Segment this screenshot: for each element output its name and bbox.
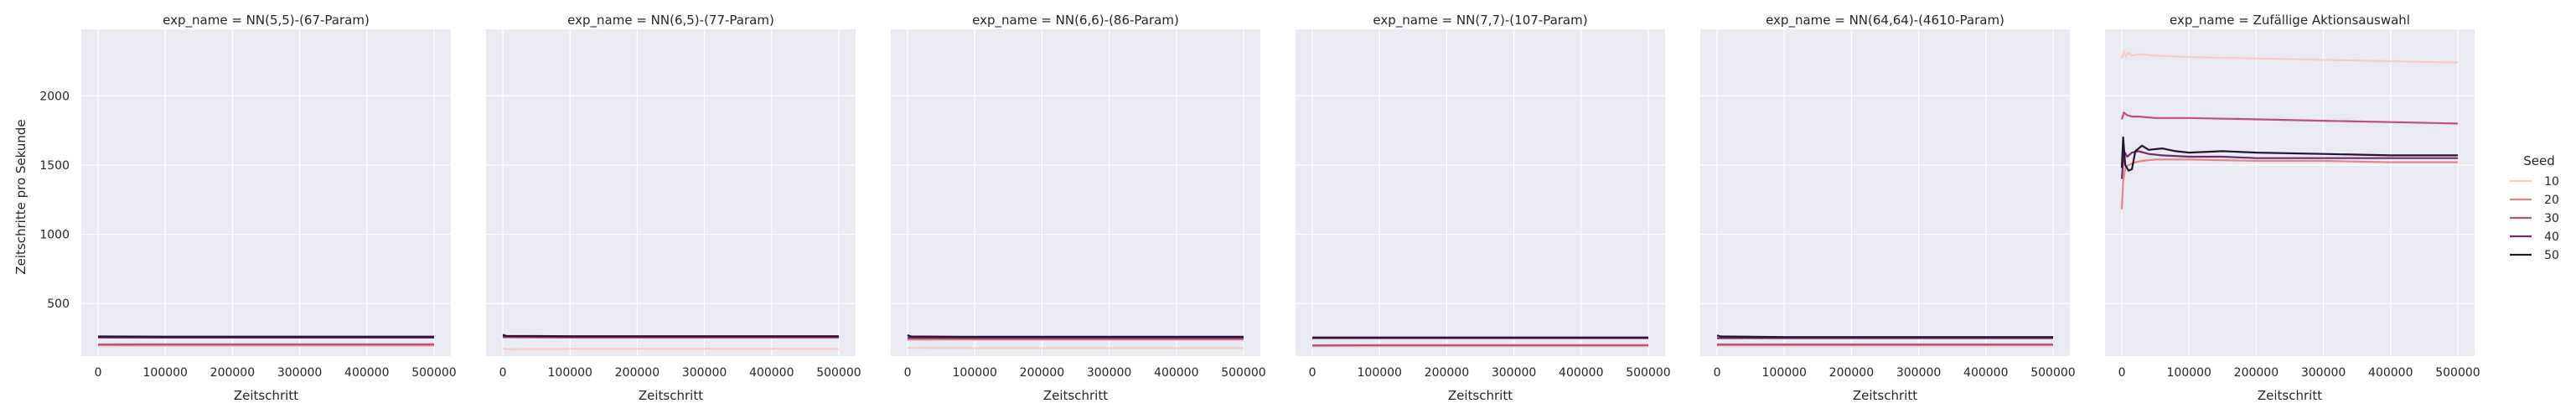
y-tick-label: 1000 [39, 229, 70, 242]
x-tick-label: 400000 [344, 366, 389, 380]
legend-label-seed-20: 20 [2544, 194, 2559, 207]
series-line-seed-50 [502, 334, 839, 338]
x-tick-label: 0 [904, 366, 912, 380]
series-line-seed-50 [1716, 334, 2053, 339]
panel-title: exp_name = NN(7,7)-(107-Param) [1373, 13, 1587, 28]
series-line-seed-10 [2120, 49, 2459, 64]
x-tick-label: 500000 [2030, 366, 2075, 380]
facet-panel: 0 100000 200000 300000 400000 500000 exp_name … [891, 13, 1266, 403]
x-tick-label: 100000 [548, 366, 592, 380]
legend: Seed 10 20 30 40 50 [2510, 153, 2559, 262]
x-tick-label: 400000 [1154, 366, 1198, 380]
y-tick-label: 1500 [39, 159, 70, 173]
x-tick-label: 0 [1714, 366, 1721, 380]
x-tick-label: 400000 [2368, 366, 2413, 380]
x-tick-label: 300000 [1087, 366, 1131, 380]
x-axis-label: Zeitschritt [234, 388, 298, 403]
facet-panels: 0 100000 200000 300000 400000 500000500100015… [39, 13, 2480, 403]
series-line-seed-30 [2120, 111, 2459, 125]
x-tick-label: 200000 [2234, 366, 2279, 380]
x-tick-label: 0 [95, 366, 102, 380]
panel-title: exp_name = NN(64,64)-(4610-Param) [1766, 13, 2004, 28]
legend-label-seed-40: 40 [2544, 230, 2559, 244]
series-line-seed-50 [907, 334, 1244, 338]
x-axis-label: Zeitschritt [1853, 388, 1917, 403]
facet-panel: 0 100000 200000 300000 400000 500000 exp_name … [1700, 13, 2076, 403]
panel-title: exp_name = Zufällige Aktionsauswahl [2170, 13, 2410, 28]
y-axis-label: Zeitschritte pro Sekunde [13, 119, 28, 274]
x-tick-label: 100000 [1762, 366, 1807, 380]
facet-panel: 0 100000 200000 300000 400000 500000 exp_name … [2105, 13, 2480, 403]
x-tick-label: 300000 [682, 366, 727, 380]
x-tick-label: 100000 [143, 366, 188, 380]
x-axis-label: Zeitschritt [1043, 388, 1108, 403]
x-axis-label: Zeitschritt [1448, 388, 1513, 403]
x-tick-label: 300000 [1896, 366, 1941, 380]
x-tick-label: 200000 [1020, 366, 1064, 380]
x-tick-label: 100000 [953, 366, 997, 380]
x-tick-label: 500000 [1221, 366, 1265, 380]
legend-label-seed-30: 30 [2544, 212, 2559, 225]
x-tick-label: 200000 [210, 366, 255, 380]
panel-background [891, 29, 1260, 356]
x-tick-label: 300000 [1492, 366, 1536, 380]
x-tick-label: 500000 [2435, 366, 2480, 380]
series-line-seed-20 [2120, 158, 2458, 210]
x-tick-label: 500000 [411, 366, 456, 380]
panel-background [2105, 29, 2475, 356]
y-tick-label: 2000 [39, 90, 70, 103]
series-line-seed-40 [2120, 150, 2458, 179]
facet-panel: 0 100000 200000 300000 400000 500000 exp_name … [1296, 13, 1671, 403]
y-tick-label: 500 [47, 297, 70, 311]
panel-title: exp_name = NN(6,6)-(86-Param) [972, 13, 1179, 28]
facet-panel: 0 100000 200000 300000 400000 500000 500 1000 15… [39, 13, 456, 403]
legend-title: Seed [2523, 153, 2555, 168]
x-axis-label: Zeitschritt [639, 388, 703, 403]
x-tick-label: 100000 [2167, 366, 2211, 380]
panel-title: exp_name = NN(5,5)-(67-Param) [163, 13, 370, 28]
x-tick-label: 300000 [277, 366, 322, 380]
x-tick-label: 0 [2118, 366, 2126, 380]
x-axis-label: Zeitschritt [2258, 388, 2322, 403]
x-tick-label: 400000 [1963, 366, 2008, 380]
panel-title: exp_name = NN(6,5)-(77-Param) [567, 13, 774, 28]
x-tick-label: 100000 [1358, 366, 1402, 380]
x-tick-label: 200000 [1829, 366, 1874, 380]
x-tick-label: 400000 [1559, 366, 1603, 380]
x-tick-label: 200000 [615, 366, 660, 380]
x-tick-label: 0 [499, 366, 507, 380]
x-tick-label: 400000 [749, 366, 794, 380]
x-tick-label: 500000 [1626, 366, 1670, 380]
legend-label-seed-10: 10 [2544, 175, 2559, 189]
series-line-seed-50 [2120, 136, 2458, 172]
panel-background [486, 29, 856, 356]
x-tick-label: 0 [1309, 366, 1316, 380]
panel-background [81, 29, 451, 356]
panel-background [1296, 29, 1665, 356]
legend-label-seed-50: 50 [2544, 249, 2559, 262]
facet-panel: 0 100000 200000 300000 400000 500000 exp_name … [486, 13, 861, 403]
x-tick-label: 300000 [2301, 366, 2346, 380]
x-tick-label: 500000 [816, 366, 861, 380]
panel-background [1700, 29, 2070, 356]
x-tick-label: 200000 [1425, 366, 1469, 380]
